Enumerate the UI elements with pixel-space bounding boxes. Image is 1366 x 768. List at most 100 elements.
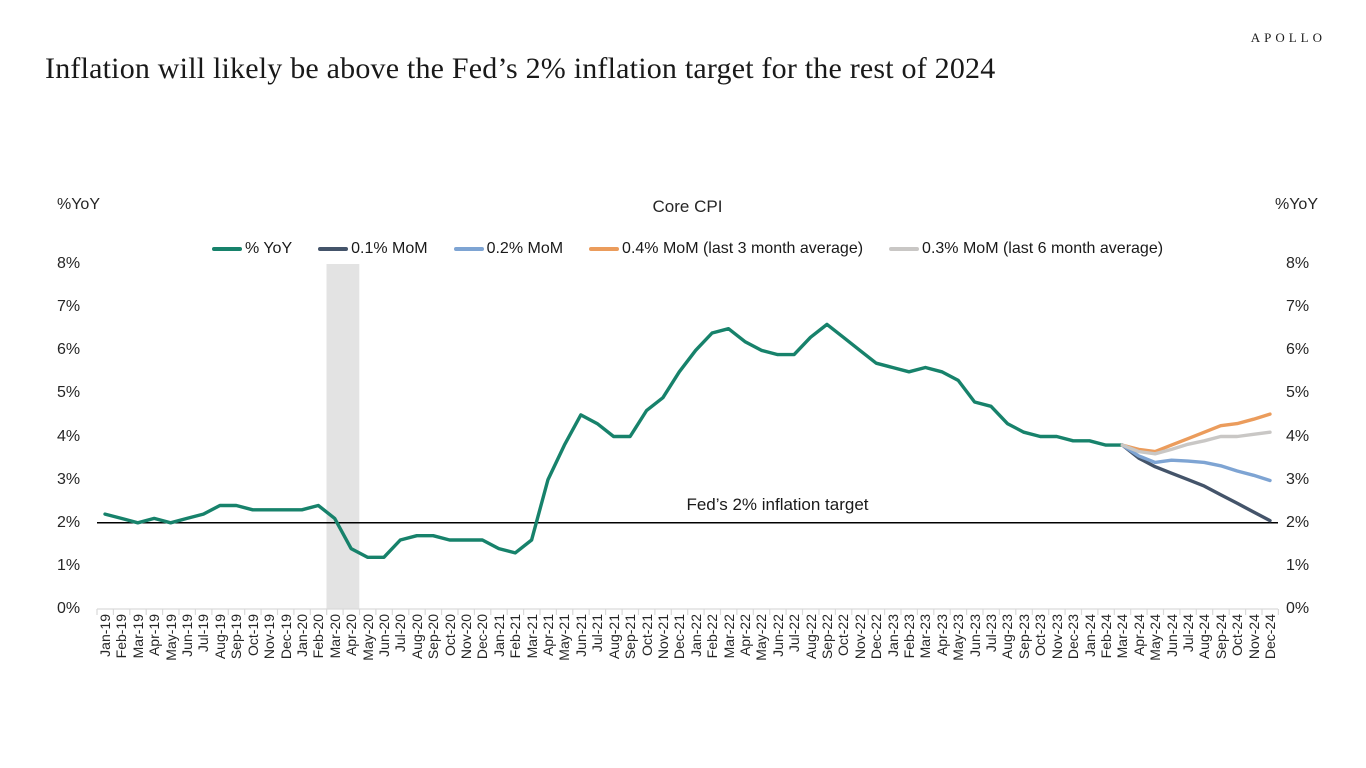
x-axis-tick-label: Aug-21	[605, 614, 622, 660]
page-title: Inflation will likely be above the Fed’s…	[45, 52, 996, 85]
x-axis-tick-label: Jan-24	[1081, 614, 1098, 657]
series-line-0-3-mom-last-6-month-average	[1120, 430, 1272, 456]
series-line-yoy	[103, 322, 1125, 559]
x-axis-tick-label: Jun-24	[1163, 614, 1180, 657]
x-axis-tick-label: Dec-23	[1065, 614, 1082, 660]
x-axis-tick-label: Oct-22	[835, 614, 852, 657]
x-axis-tick-label: Nov-19	[261, 614, 278, 660]
y-axis-tick-label-right: 5%	[1286, 384, 1310, 402]
x-axis-tick-label: Jan-21	[490, 614, 507, 657]
x-axis-tick-label: Jul-19	[195, 614, 212, 653]
x-axis-tick-label: May-24	[1147, 614, 1164, 661]
y-axis-tick-label-left: 6%	[57, 341, 81, 359]
legend-item: 0.2% MoM	[453, 240, 564, 258]
x-axis-tick-label: Jun-22	[769, 614, 786, 657]
chart-title: Core CPI	[652, 197, 723, 216]
x-axis-tick-label: Aug-19	[211, 614, 228, 660]
y-axis-unit-left: %YoY	[57, 196, 100, 213]
x-axis-tick-label: Jan-23	[884, 614, 901, 657]
series-line-0-4-mom-last-3-month-average	[1120, 412, 1272, 454]
x-axis-tick-label: Sep-21	[622, 614, 639, 660]
legend-swatch	[589, 247, 620, 251]
x-axis-tick-label: Feb-20	[310, 614, 327, 659]
x-axis-tick-label: Jun-23	[966, 614, 983, 657]
x-axis-tick-label: Feb-23	[901, 614, 917, 659]
x-axis-tick-label: Dec-22	[868, 614, 885, 660]
x-axis-tick-label: Jul-23	[983, 614, 999, 653]
x-axis-tick-label: Aug-24	[1196, 614, 1213, 660]
y-axis-tick-label-right: 1%	[1286, 556, 1310, 574]
x-axis-tick-label: Mar-20	[326, 614, 343, 659]
y-axis-tick-label-right: 7%	[1286, 298, 1310, 316]
y-axis-tick-label-right: 3%	[1286, 470, 1310, 488]
x-axis-tick-label: Aug-23	[999, 614, 1016, 660]
x-axis-tick-label: Feb-19	[113, 614, 130, 659]
x-axis-tick-label: Sep-23	[1015, 614, 1032, 660]
x-axis-tick-label: Aug-20	[408, 614, 425, 660]
legend-label: 0.3% MoM (last 6 month average)	[922, 240, 1164, 257]
legend-item: 0.1% MoM	[318, 240, 428, 258]
x-axis-tick-label: Dec-20	[474, 614, 491, 660]
x-axis-tick-label: Oct-20	[441, 614, 458, 657]
y-axis-tick-label-right: 2%	[1286, 513, 1310, 531]
x-axis-tick-label: Apr-20	[343, 614, 360, 657]
apollo-logo: APOLLO	[1250, 30, 1326, 45]
x-axis-tick-label: Jul-20	[392, 614, 409, 653]
legend: % YoY 0.1% MoM 0.2% MoM 0.4% MoM (last 3 mo…	[97, 240, 1278, 258]
legend-item: 0.3% MoM (last 6 month average)	[889, 240, 1163, 258]
x-axis-tick-label: Apr-22	[736, 614, 753, 657]
x-axis-tick-label: May-19	[162, 614, 179, 661]
x-axis-tick-label: Sep-24	[1212, 614, 1229, 660]
x-axis-tick-label: Apr-23	[933, 614, 950, 657]
x-axis-tick-label: Jul-21	[589, 614, 606, 653]
x-axis-tick-label: Jul-22	[786, 614, 803, 653]
x-axis-tick-label: Nov-20	[458, 614, 474, 660]
legend-item: % YoY	[211, 240, 292, 258]
legend-swatch	[453, 247, 484, 251]
legend-item: 0.4% MoM (last 3 month average)	[589, 240, 863, 258]
y-axis-unit-right: %YoY	[1275, 196, 1318, 213]
y-axis-tick-label-right: 4%	[1286, 427, 1310, 445]
y-axis-tick-label-left: 0%	[57, 600, 81, 617]
x-axis-tick-label: Mar-22	[720, 614, 737, 659]
x-axis-tick-label: Oct-19	[244, 614, 261, 657]
legend-swatch	[889, 247, 920, 251]
x-axis-tick-label: Oct-23	[1032, 614, 1049, 657]
x-axis-tick-label: Nov-21	[654, 614, 671, 660]
x-axis-tick-label: Mar-23	[917, 614, 934, 659]
x-axis-tick-label: Apr-24	[1130, 614, 1147, 657]
y-axis-tick-label-right: 6%	[1286, 341, 1310, 359]
x-axis-tick-label: Feb-24	[1097, 614, 1114, 659]
x-axis-tick-label: Oct-21	[638, 614, 655, 657]
x-axis-tick-label: Mar-19	[129, 614, 146, 659]
x-axis-tick-label: May-22	[753, 614, 770, 661]
y-axis-tick-label-left: 8%	[57, 255, 81, 272]
x-axis-tick-label: Sep-19	[228, 614, 245, 660]
y-axis-tick-label-right: 0%	[1286, 600, 1310, 617]
legend-label: 0.1% MoM	[351, 240, 428, 257]
x-axis-tick-label: Jul-24	[1179, 614, 1196, 653]
x-axis-tick-label: Oct-24	[1229, 614, 1246, 657]
x-axis-tick-label: Jun-20	[375, 614, 392, 657]
x-axis-tick-label: Apr-19	[146, 614, 163, 657]
recession-band	[326, 264, 360, 609]
x-axis-tick-label: Apr-21	[540, 614, 556, 657]
x-axis-tick-label: Mar-21	[523, 614, 540, 659]
y-axis-tick-label-left: 7%	[57, 298, 81, 316]
x-axis-tick-label: Jan-20	[293, 614, 310, 657]
series-line-0-1-mom	[1120, 443, 1272, 523]
x-axis-tick-label: Feb-22	[704, 614, 721, 659]
x-axis-tick-label: Dec-24	[1262, 614, 1278, 660]
x-axis-tick-label: Jan-19	[97, 614, 113, 657]
legend-swatch	[318, 247, 349, 251]
x-axis-tick-label: Jun-21	[572, 614, 589, 657]
x-axis-tick-label: Mar-24	[1114, 614, 1131, 659]
legend-label: 0.2% MoM	[486, 240, 564, 257]
legend-swatch	[211, 247, 242, 251]
y-axis-tick-label-left: 3%	[57, 470, 81, 488]
x-axis-tick-label: Dec-21	[671, 614, 688, 660]
series-line-0-2-mom	[1120, 443, 1272, 483]
x-axis-tick-label: May-20	[359, 614, 376, 661]
x-axis-tick-label: May-23	[950, 614, 967, 661]
x-axis-tick-label: Jun-19	[179, 614, 195, 657]
